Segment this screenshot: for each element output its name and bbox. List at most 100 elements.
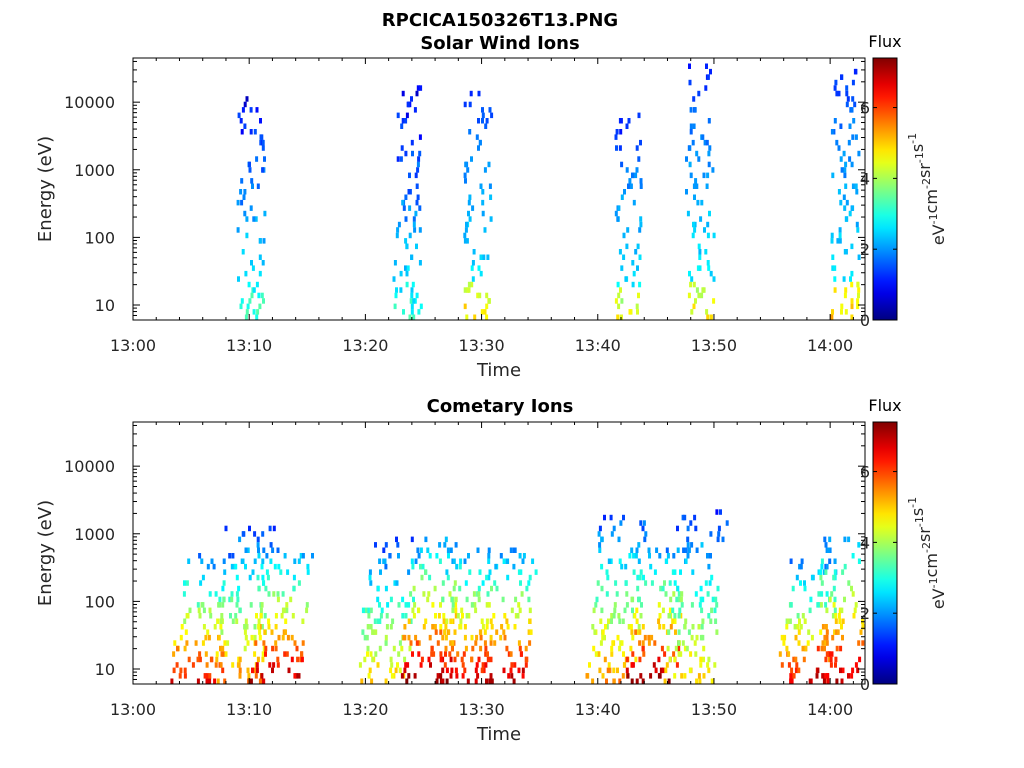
heatmap-cell (687, 547, 691, 553)
heatmap-cell (384, 542, 388, 548)
heatmap-cell (396, 156, 400, 162)
heatmap-cell (435, 678, 439, 684)
heatmap-cell (699, 216, 703, 222)
heatmap-cell (404, 265, 407, 271)
heatmap-cell (686, 542, 690, 548)
figure-title: RPCICA150326T13.PNG (382, 10, 618, 31)
heatmap-cell (248, 161, 251, 168)
heatmap-cell (384, 585, 388, 592)
heatmap-cell (444, 651, 447, 657)
heatmap-cell (204, 634, 208, 641)
heatmap-cell (261, 531, 265, 537)
heatmap-cell (252, 667, 256, 674)
heatmap-cell (296, 656, 300, 663)
heatmap-cell (455, 563, 459, 570)
heatmap-cell (840, 303, 844, 310)
heatmap-cell (705, 183, 709, 189)
heatmap-cell (845, 199, 849, 206)
heatmap-cell (637, 624, 641, 630)
heatmap-cell (831, 309, 834, 315)
heatmap-cell (837, 145, 841, 151)
heatmap-cell (671, 618, 675, 624)
heatmap-cell (433, 585, 437, 592)
heatmap-cell (810, 574, 814, 581)
heatmap-cell (409, 591, 413, 597)
heatmap-cell (453, 629, 457, 635)
heatmap-cell (416, 547, 420, 553)
heatmap-cell (403, 634, 407, 641)
heatmap-cell (249, 678, 253, 684)
heatmap-cell (643, 536, 647, 543)
heatmap-cell (454, 542, 458, 548)
heatmap-cell (252, 287, 256, 293)
heatmap-cell (782, 640, 786, 646)
heatmap-cell (707, 161, 711, 168)
heatmap-cell (454, 596, 458, 603)
heatmap-cell (404, 602, 408, 608)
heatmap-cell (183, 580, 186, 586)
heatmap-cell (850, 281, 854, 288)
heatmap-cell (830, 591, 834, 597)
heatmap-cell (616, 281, 620, 288)
heatmap-cell (472, 249, 476, 255)
heatmap-cell (469, 90, 473, 97)
heatmap-cell (713, 607, 717, 614)
heatmap-cell (463, 303, 467, 310)
heatmap-cell (851, 667, 855, 674)
heatmap-cell (803, 585, 807, 592)
heatmap-cell (255, 281, 259, 288)
heatmap-cell (857, 292, 860, 299)
heatmap-cell (612, 667, 616, 674)
heatmap-cell (517, 667, 521, 674)
heatmap-cell (800, 558, 804, 564)
heatmap-cell (635, 303, 639, 310)
heatmap-cell (477, 145, 480, 151)
heatmap-cell (518, 553, 522, 559)
heatmap-cell (702, 645, 706, 652)
heatmap-cell (449, 673, 453, 679)
heatmap-cell (261, 558, 265, 564)
heatmap-cell (293, 558, 297, 564)
heatmap-cell (502, 558, 506, 564)
heatmap-cell (417, 607, 420, 614)
heatmap-cell (644, 531, 648, 537)
heatmap-cell (848, 123, 852, 129)
heatmap-cell (799, 624, 803, 630)
heatmap-cell (699, 656, 703, 663)
heatmap-cell (254, 640, 258, 646)
heatmap-cell (365, 634, 369, 641)
heatmap-cell (628, 309, 632, 315)
heatmap-cell (384, 563, 388, 570)
x-tick-label: 13:20 (342, 700, 388, 719)
heatmap-cell (612, 525, 616, 532)
heatmap-cell (246, 667, 250, 674)
heatmap-cell (635, 145, 639, 151)
heatmap-cell (243, 189, 247, 195)
heatmap-cell (397, 602, 401, 608)
heatmap-cell (486, 254, 490, 260)
heatmap-cell (274, 640, 278, 646)
heatmap-cell (684, 547, 688, 553)
heatmap-cell (625, 591, 629, 597)
heatmap-cell (825, 651, 829, 657)
heatmap-cell (499, 634, 503, 641)
heatmap-cell (513, 624, 517, 630)
heatmap-cell (239, 303, 243, 310)
heatmap-cell (607, 558, 611, 564)
heatmap-cell (686, 210, 690, 217)
heatmap-cell (707, 563, 711, 570)
heatmap-cell (528, 574, 532, 581)
heatmap-cell (707, 667, 711, 674)
heatmap-cell (236, 227, 240, 233)
heatmap-cell (677, 651, 681, 657)
heatmap-cell (301, 640, 305, 646)
heatmap-cell (673, 656, 677, 663)
heatmap-cell (850, 161, 854, 168)
heatmap-cell (419, 662, 423, 668)
heatmap-cell (222, 596, 226, 603)
heatmap-cell (636, 574, 640, 581)
heatmap-cell (685, 189, 688, 195)
heatmap-cell (241, 107, 245, 113)
heatmap-cell (446, 574, 450, 581)
heatmap-cell (411, 150, 414, 157)
